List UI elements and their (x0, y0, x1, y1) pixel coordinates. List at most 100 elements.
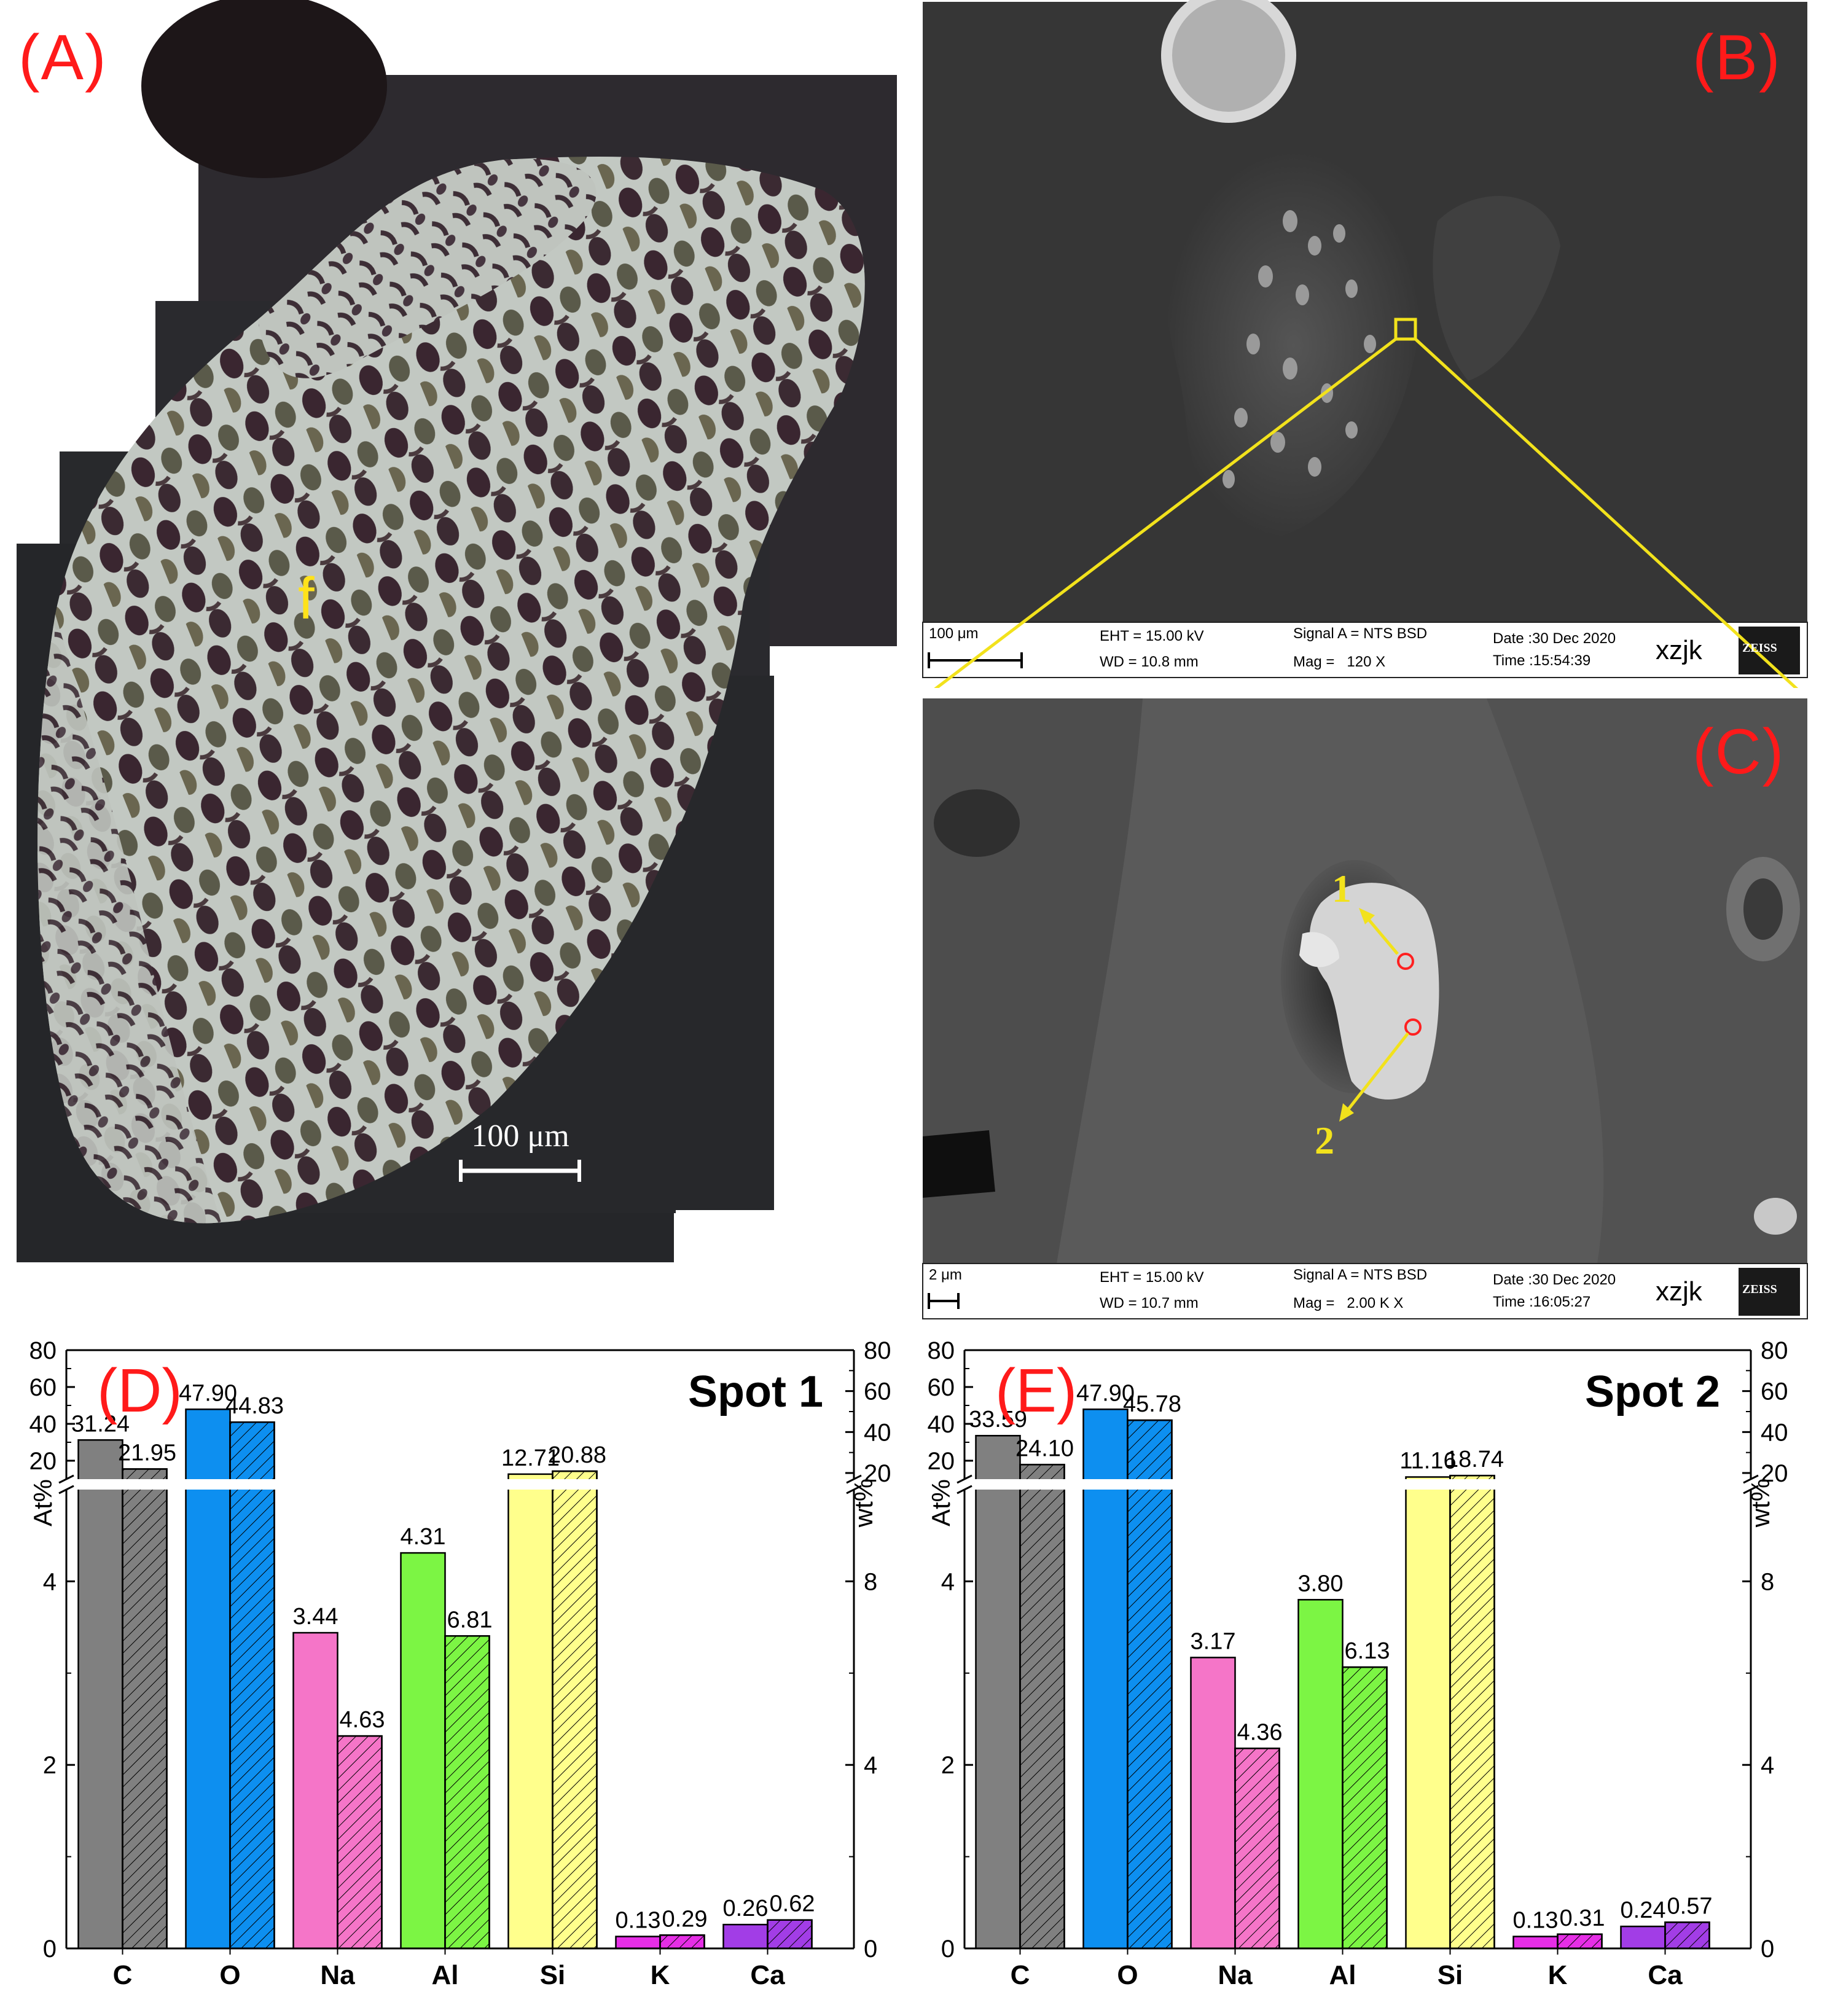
bar-wt-hatch-Al (1342, 1666, 1388, 1950)
sem-c-signal: Signal A = NTS BSD (1293, 1267, 1428, 1283)
bar-at-Si (1405, 1476, 1451, 1950)
right-tick-label: 20 (1761, 1460, 1788, 1487)
bar-wt-Ca (1664, 1921, 1710, 1950)
sem-c-scalebar: 2 μm (929, 1267, 962, 1283)
bar-wt-O (229, 1421, 275, 1950)
panel-label: (E) (995, 1356, 1077, 1425)
bar-wt-hatch-Na (337, 1735, 383, 1950)
x-tick-label-Si: Si (1438, 1960, 1463, 1990)
right-tick-label: 60 (1761, 1378, 1788, 1405)
sem-b-mag: Mag = 120 X (1293, 654, 1386, 670)
data-label-wt-Ca: 0.57 (1667, 1893, 1713, 1919)
left-tick-label: 60 (29, 1374, 57, 1401)
bar-at-C (77, 1439, 123, 1950)
bar-wt-hatch-C (1019, 1464, 1065, 1950)
left-tick-label: 20 (928, 1448, 955, 1475)
sem-b-date: Date :30 Dec 2020 (1493, 630, 1616, 647)
bar-wt-hatch-Si (1449, 1474, 1495, 1950)
bar-wt-K (1557, 1933, 1603, 1950)
data-label-wt-Na: 4.36 (1237, 1719, 1283, 1745)
axis-break-gap (68, 1479, 853, 1490)
y-axis-label-left: At% (28, 1479, 57, 1526)
data-label-at-O: 47.90 (179, 1380, 237, 1406)
bar-wt-O (1127, 1419, 1173, 1950)
region-mark-f: f (298, 566, 315, 631)
right-tick-label: 80 (864, 1337, 891, 1364)
left-tick-label: 0 (43, 1936, 57, 1963)
bar-at-Al (400, 1552, 446, 1950)
bar-wt-K (659, 1934, 705, 1950)
right-tick-label: 60 (864, 1378, 891, 1405)
break-mark (58, 1485, 74, 1494)
right-tick-label: 0 (864, 1936, 877, 1963)
data-label-at-Na: 3.44 (293, 1604, 338, 1630)
left-tick-label: 2 (941, 1752, 955, 1779)
bar-at-Na (1190, 1657, 1236, 1950)
data-label-at-K: 0.13 (1513, 1908, 1559, 1934)
sem-c-user: xzjk (1656, 1276, 1702, 1307)
bar-wt-Na (1234, 1748, 1280, 1950)
bar-wt-hatch-Na (1234, 1748, 1280, 1950)
bar-wt-hatch-K (1557, 1933, 1603, 1950)
x-tick-label-K: K (1548, 1960, 1568, 1990)
sem-image-c (922, 698, 1808, 1319)
sem-b-wd: WD = 10.8 mm (1100, 654, 1199, 670)
data-label-wt-K: 0.31 (1560, 1905, 1605, 1931)
sem-c-eht: EHT = 15.00 kV (1100, 1269, 1204, 1286)
bar-at-Na (292, 1631, 338, 1950)
break-mark (58, 1474, 74, 1484)
right-tick-label: 4 (1761, 1752, 1774, 1779)
data-label-wt-Al: 6.13 (1345, 1638, 1390, 1664)
y-axis-label-right: wt% (1746, 1479, 1775, 1528)
x-tick-label-Al: Al (432, 1960, 459, 1990)
bar-wt-hatch-Si (552, 1470, 598, 1950)
data-label-at-Si: 11.16 (1399, 1448, 1456, 1474)
panel-label-a: (A) (18, 22, 108, 93)
data-label-at-Ca: 0.26 (723, 1896, 769, 1921)
data-label-wt-Al: 6.81 (447, 1607, 493, 1633)
bar-wt-hatch-K (659, 1934, 705, 1950)
break-mark (846, 1474, 862, 1484)
data-label-at-C: 31.24 (71, 1411, 130, 1437)
spot-1-label: 1 (1332, 867, 1352, 910)
data-label-wt-C: 24.10 (1015, 1436, 1074, 1461)
zeiss-logo-c: ZEISS (1742, 1283, 1777, 1296)
bar-wt-C (1019, 1464, 1065, 1950)
break-mark (1743, 1474, 1759, 1484)
left-tick-label: 80 (928, 1337, 955, 1364)
axis-break-gap (966, 1479, 1750, 1490)
bar-wt-hatch-Ca (1664, 1921, 1710, 1950)
bar-wt-hatch-O (1127, 1419, 1173, 1950)
data-label-at-C: 33.59 (969, 1407, 1027, 1432)
bar-at-C (975, 1434, 1021, 1950)
break-mark (1743, 1485, 1759, 1494)
left-tick-label: 60 (928, 1374, 955, 1401)
right-tick-label: 40 (1761, 1419, 1788, 1446)
x-tick-label-O: O (219, 1960, 240, 1990)
right-tick-label: 8 (1761, 1568, 1774, 1595)
left-tick-label: 40 (29, 1411, 57, 1438)
chart-title: Spot 1 (688, 1367, 823, 1416)
bar-wt-hatch-C (122, 1468, 168, 1950)
sem-b-eht: EHT = 15.00 kV (1100, 628, 1204, 644)
panel-label-c: (C) (1692, 716, 1785, 787)
left-tick-label: 20 (29, 1448, 57, 1475)
left-tick-label: 80 (29, 1337, 57, 1364)
x-tick-label-Ca: Ca (1648, 1960, 1683, 1990)
bar-at-Ca (1620, 1925, 1666, 1950)
bar-at-K (1512, 1936, 1559, 1950)
x-tick-label-C: C (113, 1960, 133, 1990)
break-mark (846, 1485, 862, 1494)
data-label-at-Ca: 0.24 (1621, 1897, 1666, 1923)
x-tick-label-O: O (1117, 1960, 1138, 1990)
data-label-at-O: 47.90 (1076, 1380, 1135, 1406)
bar-wt-Ca (767, 1919, 813, 1950)
bar-wt-Al (444, 1635, 490, 1950)
x-tick-label-C: C (1011, 1960, 1030, 1990)
bar-wt-Al (1342, 1666, 1388, 1950)
right-tick-label: 80 (1761, 1337, 1788, 1364)
right-tick-label: 40 (864, 1419, 891, 1446)
y-axis-label-right: wt% (849, 1479, 878, 1528)
data-label-at-Al: 4.31 (401, 1524, 446, 1550)
left-tick-label: 4 (941, 1568, 955, 1595)
